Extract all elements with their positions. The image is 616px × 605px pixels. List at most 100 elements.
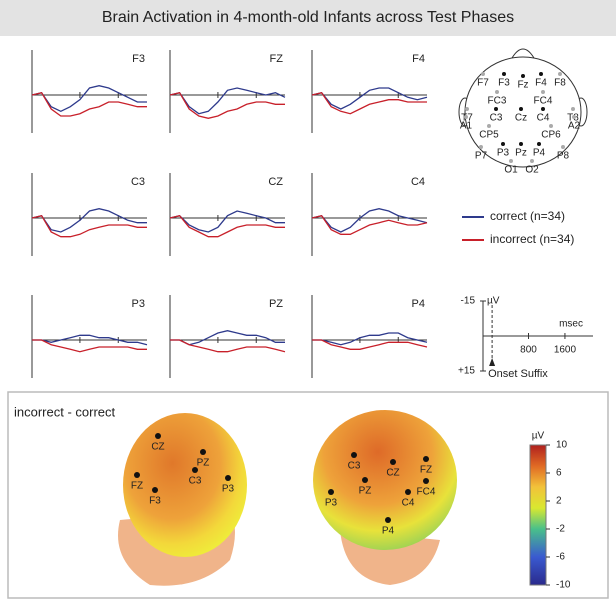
electrode-label: O1 [504,165,518,176]
electrode [501,142,505,146]
waveform [32,334,148,346]
title-band [0,0,616,36]
electrode-label: Fz [517,80,528,91]
electrode-dot [192,467,198,473]
figure-title: Brain Activation in 4-month-old Infants … [102,9,514,26]
electrode-label: FC4 [534,96,553,107]
electrode-label: Pz [515,148,527,159]
difference-box [7,391,609,599]
nose [511,48,535,59]
electrode-label: CZ [386,468,399,479]
electrode [572,115,576,119]
waveform [311,214,428,235]
electrode-dot [405,489,411,495]
electrode-label: P3 [497,148,510,159]
electrode-label: P8 [557,151,570,162]
electrode-label: FC3 [488,96,507,107]
panel-label: C3 [131,176,145,188]
electrode-label: P3 [325,498,338,509]
electrode-label: F8 [554,78,566,89]
electrode-dot [225,475,231,481]
waveform [169,91,285,119]
label-bg [10,404,128,420]
panel-label: P4 [412,298,425,310]
electrode-label: FC4 [417,487,436,498]
electrode [537,142,541,146]
electrode [541,107,545,111]
electrode-dot [351,452,357,458]
electrode-label: C4 [537,113,550,124]
x-unit: msec [559,319,583,330]
electrode-dot [155,433,161,439]
electrode-dot [423,478,429,484]
electrode-dot [390,459,396,465]
electrode-label: A2 [568,121,581,132]
colorbar-tick-label: -6 [556,552,565,563]
electrode-label: C3 [348,461,361,472]
electrode [558,72,562,76]
electrode [521,74,525,78]
left-head [123,413,247,557]
electrode [465,107,469,111]
electrode-dot [328,489,334,495]
waveform [31,85,147,113]
electrode-label: F3 [149,496,161,507]
colorbar-tick-label: -10 [556,580,571,591]
waveform [312,332,428,346]
difference-title: incorrect - correct [14,404,116,419]
electrode-dot [423,456,429,462]
panel-label: CZ [268,176,283,188]
legend-label: correct (n=34) [490,209,565,223]
electrode-label: F3 [498,78,510,89]
waveform [170,339,286,353]
montage-head [464,56,582,168]
electrode [502,72,506,76]
electrode-label: P4 [382,526,395,537]
waveform [311,87,428,110]
electrode-label: A1 [460,121,473,132]
electrode [464,115,468,119]
colorbar-tick-label: 10 [556,440,568,451]
electrode-label: O2 [525,165,539,176]
waveform [169,214,285,238]
electrode-label: P7 [475,151,488,162]
electrode [571,107,575,111]
electrode [519,107,523,111]
waveform [311,208,428,233]
colorbar-unit: µV [532,431,545,442]
onset-arrow [489,358,496,366]
panel-label: FZ [270,53,284,65]
panel-label: C4 [411,176,425,188]
colorbar [529,444,547,586]
electrode [495,90,499,94]
electrode [549,124,553,128]
electrode-label: C3 [189,476,202,487]
waveform [31,214,147,238]
waveform [312,339,428,350]
electrode-label: CP6 [541,130,561,141]
waveform [31,208,147,233]
waveform [311,91,427,115]
electrode [519,142,523,146]
electrode [487,124,491,128]
y-tick-label: -15 [461,296,476,307]
electrode-dot [200,449,206,455]
x-tick-label: 1600 [554,345,577,356]
colorbar-tick-label: 6 [556,468,562,479]
electrode-label: P3 [222,484,235,495]
electrode-label: F7 [477,78,489,89]
legend-label: incorrect (n=34) [490,232,574,246]
x-tick-label: 800 [520,345,537,356]
panel-label: P3 [132,298,145,310]
electrode [530,159,534,163]
electrode-label: P4 [533,148,546,159]
electrode-dot [385,517,391,523]
electrode-label: Cz [515,113,527,124]
panel-label: PZ [269,298,283,310]
electrode-label: C3 [490,113,503,124]
electrode [541,90,545,94]
electrode-dot [152,487,158,493]
waveform [169,210,285,233]
electrode-label: CZ [151,442,164,453]
panel-label: F4 [412,53,425,65]
